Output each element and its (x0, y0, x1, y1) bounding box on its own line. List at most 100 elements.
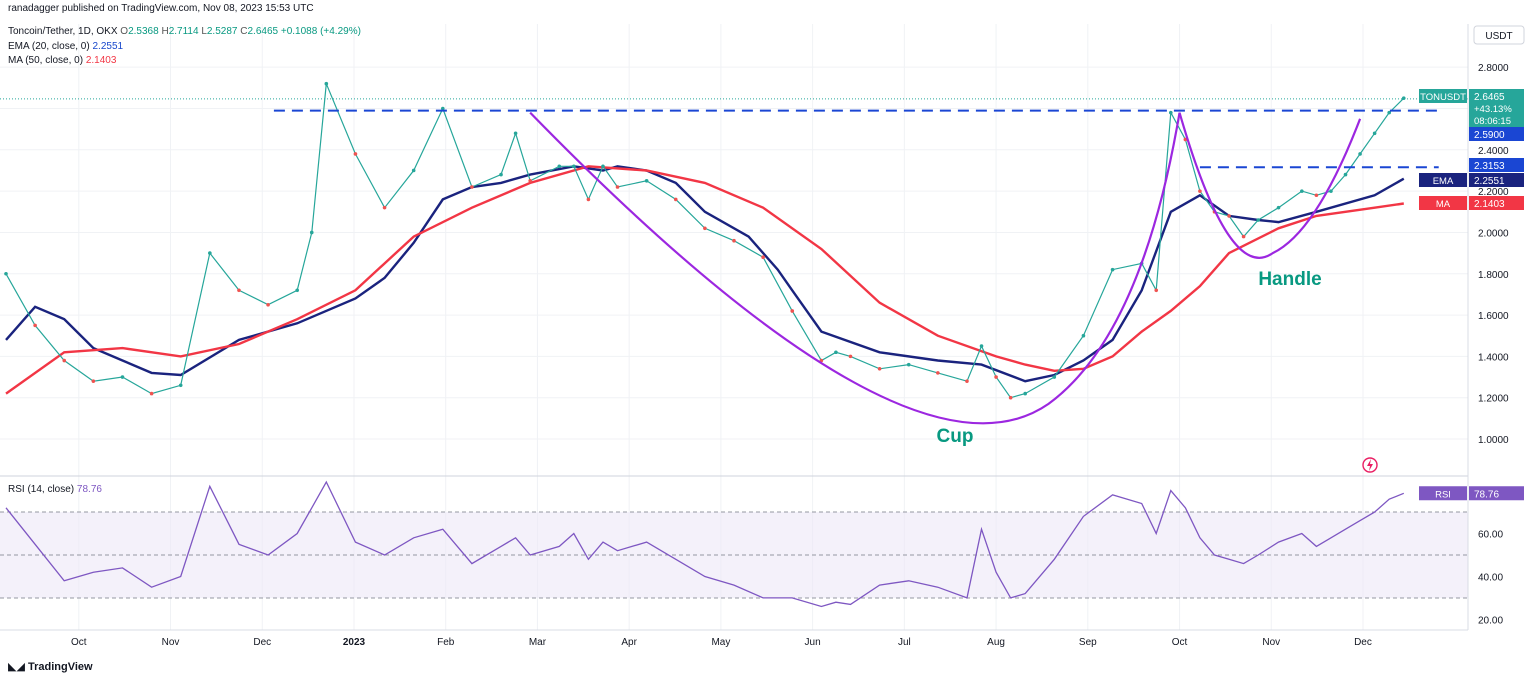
price-point (411, 168, 416, 173)
price-point (1343, 172, 1348, 177)
price-tag[interactable]: 2.5900 (1469, 127, 1524, 141)
ma-legend[interactable]: MA (50, close, 0) 2.1403 (8, 55, 116, 66)
price-point (644, 178, 649, 183)
price-point (513, 131, 518, 136)
price-point (178, 383, 183, 388)
price-point (1081, 333, 1086, 338)
symbol-title[interactable]: Toncoin/Tether, 1D, OKX (8, 26, 118, 37)
rsi-line (5, 480, 1405, 608)
ema-legend[interactable]: EMA (20, close, 0) 2.2551 (8, 41, 123, 52)
x-tick-label: Dec (253, 637, 271, 648)
price-tag[interactable]: TONUSDT 2.6465+43.13%08:06:15 (1419, 89, 1524, 129)
x-tick-label: Dec (1354, 637, 1372, 648)
ma-value: 2.1403 (85, 55, 117, 66)
x-tick-label: Oct (71, 637, 87, 648)
price-tag-countdown: 08:06:15 (1474, 116, 1511, 127)
price-line (5, 83, 1405, 399)
price-point (295, 288, 300, 293)
tradingview-logo[interactable]: ◣◢ TradingView (8, 660, 93, 673)
handle-curve[interactable] (1178, 112, 1362, 259)
low-label: L (201, 26, 207, 37)
price-tag-value: 2.2551 (1474, 176, 1505, 187)
price-point (1372, 131, 1377, 136)
logo-icon: ◣◢ (8, 661, 25, 673)
price-tag[interactable]: EMA 2.2551 (1419, 173, 1524, 187)
price-point (572, 164, 576, 169)
price-tag-name: TONUSDT (1420, 92, 1466, 103)
price-tag-name: MA (1436, 199, 1451, 210)
price-point (528, 178, 532, 183)
price-point (936, 371, 940, 375)
price-tag[interactable]: RSI 78.76 (1419, 486, 1524, 501)
y-tick-label: 2.4000 (1478, 146, 1509, 157)
rsi-legend[interactable]: RSI (14, close) 78.76 (8, 484, 102, 495)
annotation-handle: Handle (1258, 269, 1321, 290)
price-point (790, 309, 795, 313)
x-tick-label: Nov (162, 637, 180, 648)
price-tag-value: 2.1403 (1474, 199, 1505, 210)
price-point (1241, 234, 1246, 239)
close-label: C (240, 26, 248, 37)
rsi-tick-label: 40.00 (1478, 572, 1503, 583)
price-point (1023, 391, 1027, 396)
rsi-band (0, 512, 1468, 598)
cup-curve[interactable] (529, 111, 1181, 425)
price-point (1358, 152, 1362, 156)
price-point (382, 205, 387, 210)
ema-value: 2.2551 (92, 41, 124, 52)
price-point (266, 302, 270, 307)
x-tick-label: Jun (805, 637, 821, 648)
high-value: 2.7114 (168, 26, 199, 37)
price-point (237, 288, 241, 293)
price-point (586, 197, 591, 202)
price-point (1300, 189, 1304, 193)
price-point (1008, 395, 1013, 400)
price-point (557, 164, 562, 169)
price-point (601, 164, 605, 169)
high-label: H (161, 26, 169, 37)
price-point (499, 172, 503, 177)
price-point (732, 238, 736, 243)
price-point (1314, 193, 1319, 198)
ma-line (5, 165, 1404, 395)
price-point (208, 251, 212, 255)
price-tag-value-box (1469, 89, 1524, 129)
price-point (761, 255, 765, 260)
price-point (353, 152, 358, 156)
lightning-icon[interactable] (1362, 457, 1378, 473)
price-point (994, 375, 998, 379)
price-point (703, 226, 707, 231)
x-tick-label: Aug (987, 637, 1005, 648)
price-point (1154, 288, 1159, 293)
price-point (1198, 189, 1202, 193)
price-point (673, 197, 678, 202)
price-tag-name: EMA (1433, 176, 1454, 187)
x-tick-label: Feb (437, 637, 455, 648)
ma-label: MA (50, close, 0) (8, 55, 84, 66)
x-tick-label: 2023 (343, 637, 366, 648)
currency-box[interactable]: USDT (1473, 25, 1525, 45)
price-tag-name-box (1419, 486, 1467, 501)
price-tag-name-box (1419, 89, 1467, 103)
price-point (33, 323, 37, 328)
price-tag[interactable]: 2.3153 (1469, 158, 1524, 172)
price-point (324, 81, 329, 86)
close-value: 2.6465 (247, 26, 279, 37)
low-value: 2.5287 (206, 26, 238, 37)
price-point (834, 350, 838, 355)
price-point (877, 366, 882, 371)
price-tag[interactable]: MA 2.1403 (1419, 196, 1524, 210)
open-value: 2.5368 (128, 26, 159, 37)
rsi-tick-label: 60.00 (1478, 530, 1503, 541)
publisher-line: ranadagger published on TradingView.com,… (8, 3, 314, 14)
price-tags: TONUSDT 2.6465+43.13%08:06:15 2.5900 2.3153… (1419, 89, 1524, 501)
price-point (1276, 205, 1281, 210)
price-point (441, 106, 445, 111)
price-point (1227, 214, 1231, 218)
change-value: +0.1088 (+4.29%) (280, 26, 361, 37)
x-tick-label: Jul (898, 637, 911, 648)
price-point (1401, 96, 1406, 100)
brand-label: TradingView (27, 661, 93, 673)
x-tick-label: Sep (1079, 637, 1097, 648)
